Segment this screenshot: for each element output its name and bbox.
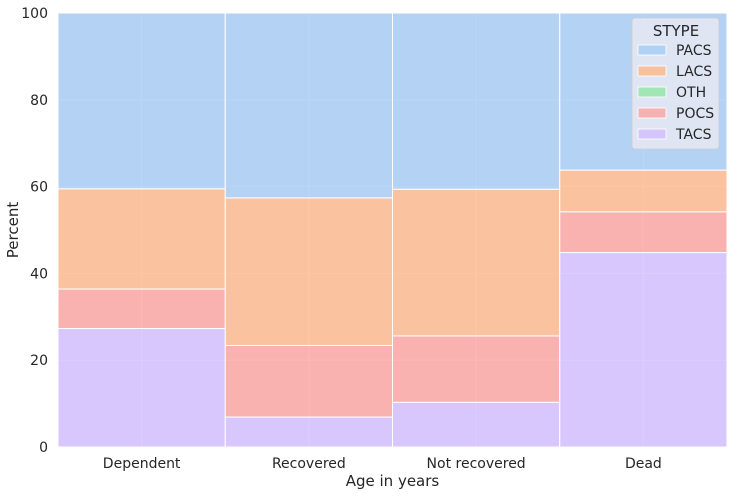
y-tick-label: 100 bbox=[21, 6, 48, 22]
bar-segment-pocs-recovered bbox=[224, 344, 393, 418]
legend-swatch-tacs bbox=[637, 128, 667, 140]
x-axis-label: Age in years bbox=[346, 472, 440, 490]
y-axis-label: Percent bbox=[4, 202, 22, 259]
bar-segment-pocs-dependent bbox=[57, 288, 226, 330]
bar-segment-lacs-dead bbox=[559, 169, 728, 213]
x-tick-label: Dependent bbox=[103, 456, 181, 472]
legend-swatch-lacs bbox=[637, 65, 667, 77]
x-axis-ticks: Dependent Recovered Not recovered Dead bbox=[103, 456, 662, 472]
bar-segment-pacs-recovered bbox=[224, 12, 393, 199]
legend-label-oth: OTH bbox=[676, 85, 706, 101]
bar-segment-tacs-not-recovered bbox=[392, 401, 561, 448]
x-tick-label: Dead bbox=[625, 456, 662, 472]
bars-group bbox=[57, 12, 728, 448]
bar-segment-lacs-recovered bbox=[224, 197, 393, 346]
bar-segment-tacs-dependent bbox=[57, 328, 226, 448]
y-tick-label: 60 bbox=[30, 180, 48, 196]
legend-swatch-pocs bbox=[637, 107, 667, 119]
bar-segment-tacs-dead bbox=[559, 252, 728, 448]
bar-segment-tacs-recovered bbox=[224, 416, 393, 448]
bar-segment-pacs-not-recovered bbox=[392, 12, 561, 190]
bar-segment-pocs-dead bbox=[559, 211, 728, 254]
legend: STYPE PACS LACS OTH POCS TACS bbox=[631, 17, 720, 150]
legend-label-tacs: TACS bbox=[675, 127, 712, 143]
legend-label-pocs: POCS bbox=[676, 106, 714, 122]
bar-segment-pacs-dependent bbox=[57, 12, 226, 190]
y-tick-label: 80 bbox=[30, 93, 48, 109]
legend-swatch-pacs bbox=[637, 44, 667, 56]
y-axis-ticks: 0 20 40 60 80 100 bbox=[21, 6, 48, 456]
legend-swatch-oth bbox=[637, 86, 667, 98]
x-tick-label: Not recovered bbox=[427, 456, 526, 472]
y-tick-label: 20 bbox=[30, 353, 48, 369]
legend-title: STYPE bbox=[653, 22, 699, 40]
bar-segment-lacs-dependent bbox=[57, 188, 226, 290]
x-tick-label: Recovered bbox=[272, 456, 346, 472]
y-tick-label: 0 bbox=[39, 440, 48, 456]
legend-label-lacs: LACS bbox=[676, 64, 712, 80]
y-tick-label: 40 bbox=[30, 266, 48, 282]
legend-label-pacs: PACS bbox=[676, 43, 712, 59]
bar-segment-lacs-not-recovered bbox=[392, 188, 561, 337]
bar-segment-pocs-not-recovered bbox=[392, 335, 561, 403]
